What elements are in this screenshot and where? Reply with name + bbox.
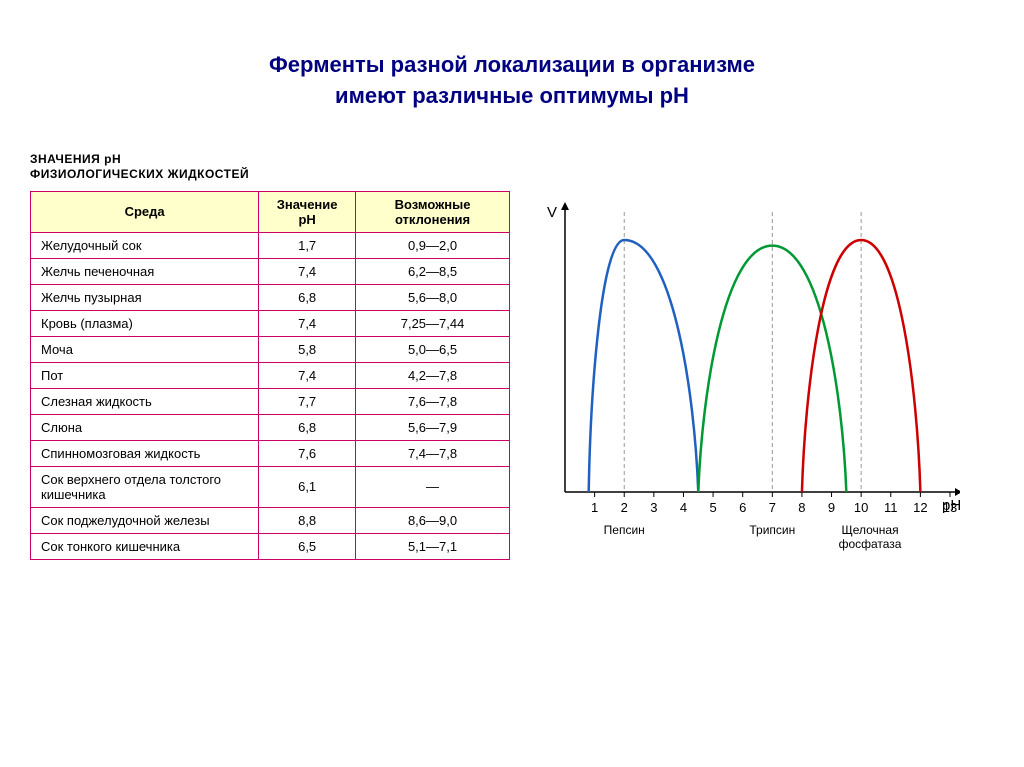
series-label-2a: Щелочная <box>841 523 898 537</box>
col-header-1: Значение pH <box>259 191 356 232</box>
cell-8-2: 7,4—7,8 <box>356 440 510 466</box>
table-row: Моча5,85,0—6,5 <box>31 336 510 362</box>
cell-4-2: 5,0—6,5 <box>356 336 510 362</box>
cell-9-1: 6,1 <box>259 466 356 507</box>
cell-7-1: 6,8 <box>259 414 356 440</box>
table-row: Сок поджелудочной железы8,88,6—9,0 <box>31 507 510 533</box>
col-header-0: Среда <box>31 191 259 232</box>
table-row: Кровь (плазма)7,47,25—7,44 <box>31 310 510 336</box>
x-tick: 5 <box>709 500 716 515</box>
table-heading: ЗНАЧЕНИЯ pH ФИЗИОЛОГИЧЕСКИХ ЖИДКОСТЕЙ <box>30 152 510 183</box>
enzyme-activity-chart: VpH12345678910111213ПепсинТрипсинЩелочна… <box>530 202 960 562</box>
page-title: Ферменты разной локализации в организме … <box>0 0 1024 152</box>
col-header-2: Возможные отклонения <box>356 191 510 232</box>
table-row: Слезная жидкость7,77,6—7,8 <box>31 388 510 414</box>
content: ЗНАЧЕНИЯ pH ФИЗИОЛОГИЧЕСКИХ ЖИДКОСТЕЙ Ср… <box>0 152 1024 562</box>
cell-1-1: 7,4 <box>259 258 356 284</box>
x-tick: 13 <box>943 500 957 515</box>
cell-3-0: Кровь (плазма) <box>31 310 259 336</box>
x-tick: 12 <box>913 500 927 515</box>
x-tick: 3 <box>650 500 657 515</box>
cell-10-0: Сок поджелудочной железы <box>31 507 259 533</box>
cell-7-2: 5,6—7,9 <box>356 414 510 440</box>
ph-table: СредаЗначение pHВозможные отклонения Жел… <box>30 191 510 560</box>
cell-7-0: Слюна <box>31 414 259 440</box>
series-label-0: Пепсин <box>604 523 645 537</box>
table-heading-line-2: ФИЗИОЛОГИЧЕСКИХ ЖИДКОСТЕЙ <box>30 167 249 181</box>
x-tick: 7 <box>769 500 776 515</box>
table-row: Спинномозговая жидкость7,67,4—7,8 <box>31 440 510 466</box>
cell-4-0: Моча <box>31 336 259 362</box>
cell-3-2: 7,25—7,44 <box>356 310 510 336</box>
table-row: Желчь печеночная7,46,2—8,5 <box>31 258 510 284</box>
cell-2-2: 5,6—8,0 <box>356 284 510 310</box>
cell-10-1: 8,8 <box>259 507 356 533</box>
cell-8-1: 7,6 <box>259 440 356 466</box>
cell-1-2: 6,2—8,5 <box>356 258 510 284</box>
x-tick: 6 <box>739 500 746 515</box>
table-section: ЗНАЧЕНИЯ pH ФИЗИОЛОГИЧЕСКИХ ЖИДКОСТЕЙ Ср… <box>30 152 510 562</box>
cell-6-0: Слезная жидкость <box>31 388 259 414</box>
cell-3-1: 7,4 <box>259 310 356 336</box>
x-tick: 2 <box>621 500 628 515</box>
table-row: Сок верхнего отдела толстого кишечника6,… <box>31 466 510 507</box>
cell-10-2: 8,6—9,0 <box>356 507 510 533</box>
cell-9-2: — <box>356 466 510 507</box>
table-heading-line-1: ЗНАЧЕНИЯ pH <box>30 152 121 166</box>
cell-5-0: Пот <box>31 362 259 388</box>
x-tick: 1 <box>591 500 598 515</box>
x-tick: 11 <box>884 500 898 515</box>
cell-5-1: 7,4 <box>259 362 356 388</box>
cell-4-1: 5,8 <box>259 336 356 362</box>
title-line-1: Ферменты разной локализации в организме <box>269 52 755 77</box>
cell-11-1: 6,5 <box>259 533 356 559</box>
x-tick: 4 <box>680 500 687 515</box>
cell-1-0: Желчь печеночная <box>31 258 259 284</box>
y-axis-label: V <box>547 204 557 221</box>
x-tick: 10 <box>854 500 868 515</box>
cell-11-0: Сок тонкого кишечника <box>31 533 259 559</box>
cell-0-0: Желудочный сок <box>31 232 259 258</box>
table-row: Сок тонкого кишечника6,55,1—7,1 <box>31 533 510 559</box>
cell-6-1: 7,7 <box>259 388 356 414</box>
cell-0-2: 0,9—2,0 <box>356 232 510 258</box>
series-label-2b: фосфатаза <box>839 537 902 551</box>
cell-0-1: 1,7 <box>259 232 356 258</box>
table-row: Пот7,44,2—7,8 <box>31 362 510 388</box>
chart-section: VpH12345678910111213ПепсинТрипсинЩелочна… <box>530 152 1004 562</box>
series-label-1: Трипсин <box>749 523 795 537</box>
x-tick: 8 <box>798 500 805 515</box>
title-line-2: имеют различные оптимумы pH <box>335 83 689 108</box>
cell-11-2: 5,1—7,1 <box>356 533 510 559</box>
table-row: Желчь пузырная6,85,6—8,0 <box>31 284 510 310</box>
cell-8-0: Спинномозговая жидкость <box>31 440 259 466</box>
cell-9-0: Сок верхнего отдела толстого кишечника <box>31 466 259 507</box>
series-0 <box>589 240 699 492</box>
table-row: Слюна6,85,6—7,9 <box>31 414 510 440</box>
cell-6-2: 7,6—7,8 <box>356 388 510 414</box>
cell-2-1: 6,8 <box>259 284 356 310</box>
table-row: Желудочный сок1,70,9—2,0 <box>31 232 510 258</box>
cell-2-0: Желчь пузырная <box>31 284 259 310</box>
x-tick: 9 <box>828 500 835 515</box>
cell-5-2: 4,2—7,8 <box>356 362 510 388</box>
